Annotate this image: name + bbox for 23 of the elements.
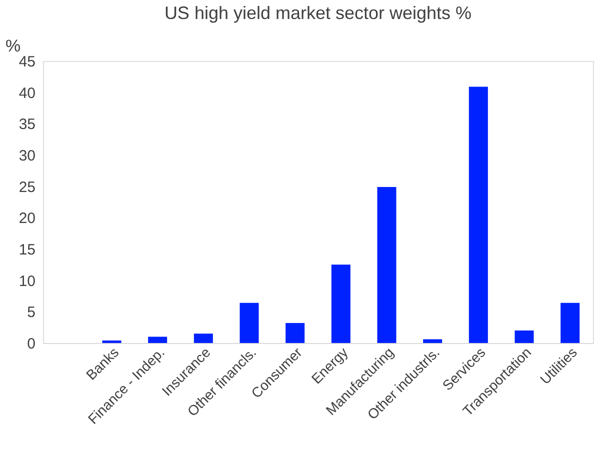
bar	[331, 264, 350, 343]
bar	[560, 302, 580, 343]
bar	[102, 340, 122, 343]
y-tick-label: 25	[18, 178, 36, 196]
y-tick-label: 35	[18, 116, 36, 134]
bar	[148, 336, 168, 343]
y-axis-title: %	[6, 36, 21, 56]
bar	[194, 334, 213, 343]
y-tick-label: 40	[18, 84, 36, 102]
y-tick-label: 10	[18, 272, 36, 290]
bar	[423, 339, 442, 343]
bar	[286, 322, 305, 343]
y-tick-label: 20	[18, 210, 36, 228]
bar	[468, 86, 488, 343]
bar	[377, 186, 396, 343]
bar	[514, 330, 534, 343]
y-tick-label: 5	[27, 304, 36, 322]
y-tick-label: 0	[27, 336, 36, 352]
y-tick-label: 30	[18, 148, 36, 164]
bar	[240, 302, 259, 343]
chart-title: US high yield market sector weights %	[164, 3, 472, 23]
y-tick-label: 15	[18, 242, 36, 258]
y-tick-label: 45	[18, 54, 36, 70]
